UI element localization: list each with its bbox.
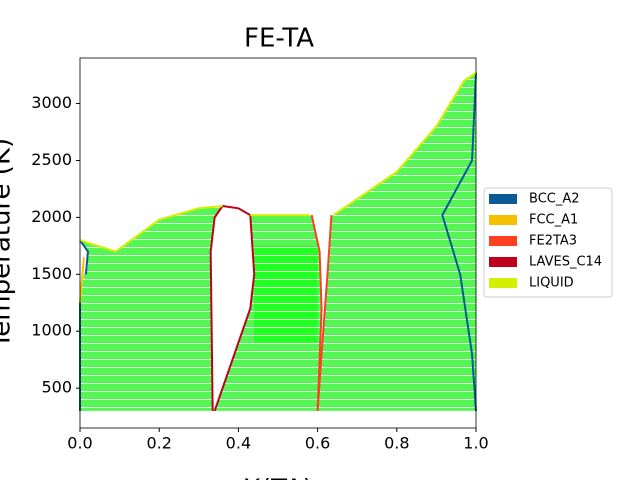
phase-region	[210, 206, 255, 411]
phase-boundary	[79, 205, 223, 253]
phase-boundary	[332, 71, 477, 216]
legend-swatch	[489, 257, 517, 267]
legend-swatch	[489, 278, 517, 288]
x-tick-label: 0.0	[67, 434, 92, 453]
legend-swatch	[489, 236, 517, 246]
y-tick-label: 500	[41, 378, 72, 397]
x-axis-label: X(TA)	[243, 475, 313, 480]
legend-label: LIQUID	[529, 276, 574, 291]
plot-frame	[79, 57, 477, 429]
y-tick-label: 2000	[31, 207, 72, 226]
y-axis-label: Temperature (K)	[0, 138, 17, 349]
phase-boundary	[79, 257, 85, 303]
chart-title: FE-TA	[244, 24, 314, 54]
x-tick-label: 0.8	[384, 434, 409, 453]
x-tick-label: 1.0	[463, 434, 488, 453]
tie-lines	[254, 245, 318, 343]
tie-lines	[80, 72, 476, 411]
x-tick-label: 0.2	[146, 434, 171, 453]
legend-label: LAVES_C14	[529, 255, 602, 270]
phase-boundary	[209, 205, 224, 411]
y-tick-label: 1000	[31, 321, 72, 340]
phase-boundary	[213, 205, 256, 412]
phase-boundary	[310, 214, 323, 411]
x-tick-label: 0.4	[226, 434, 251, 453]
y-tick-label: 1500	[31, 264, 72, 283]
legend-swatch	[489, 215, 517, 225]
phase-boundary	[316, 215, 333, 411]
y-tick-label: 2500	[31, 150, 72, 169]
phase-boundary	[79, 239, 89, 275]
phase-boundary	[441, 72, 477, 411]
y-tick-label: 3000	[31, 93, 72, 112]
legend-label: FE2TA3	[529, 234, 577, 249]
x-tick-label: 0.6	[305, 434, 330, 453]
legend: BCC_A2 FCC_A1 FE2TA3 LAVES_C14 LIQUID	[483, 187, 613, 298]
legend-swatch	[489, 194, 517, 204]
legend-label: BCC_A2	[529, 192, 580, 207]
legend-label: FCC_A1	[529, 213, 578, 228]
